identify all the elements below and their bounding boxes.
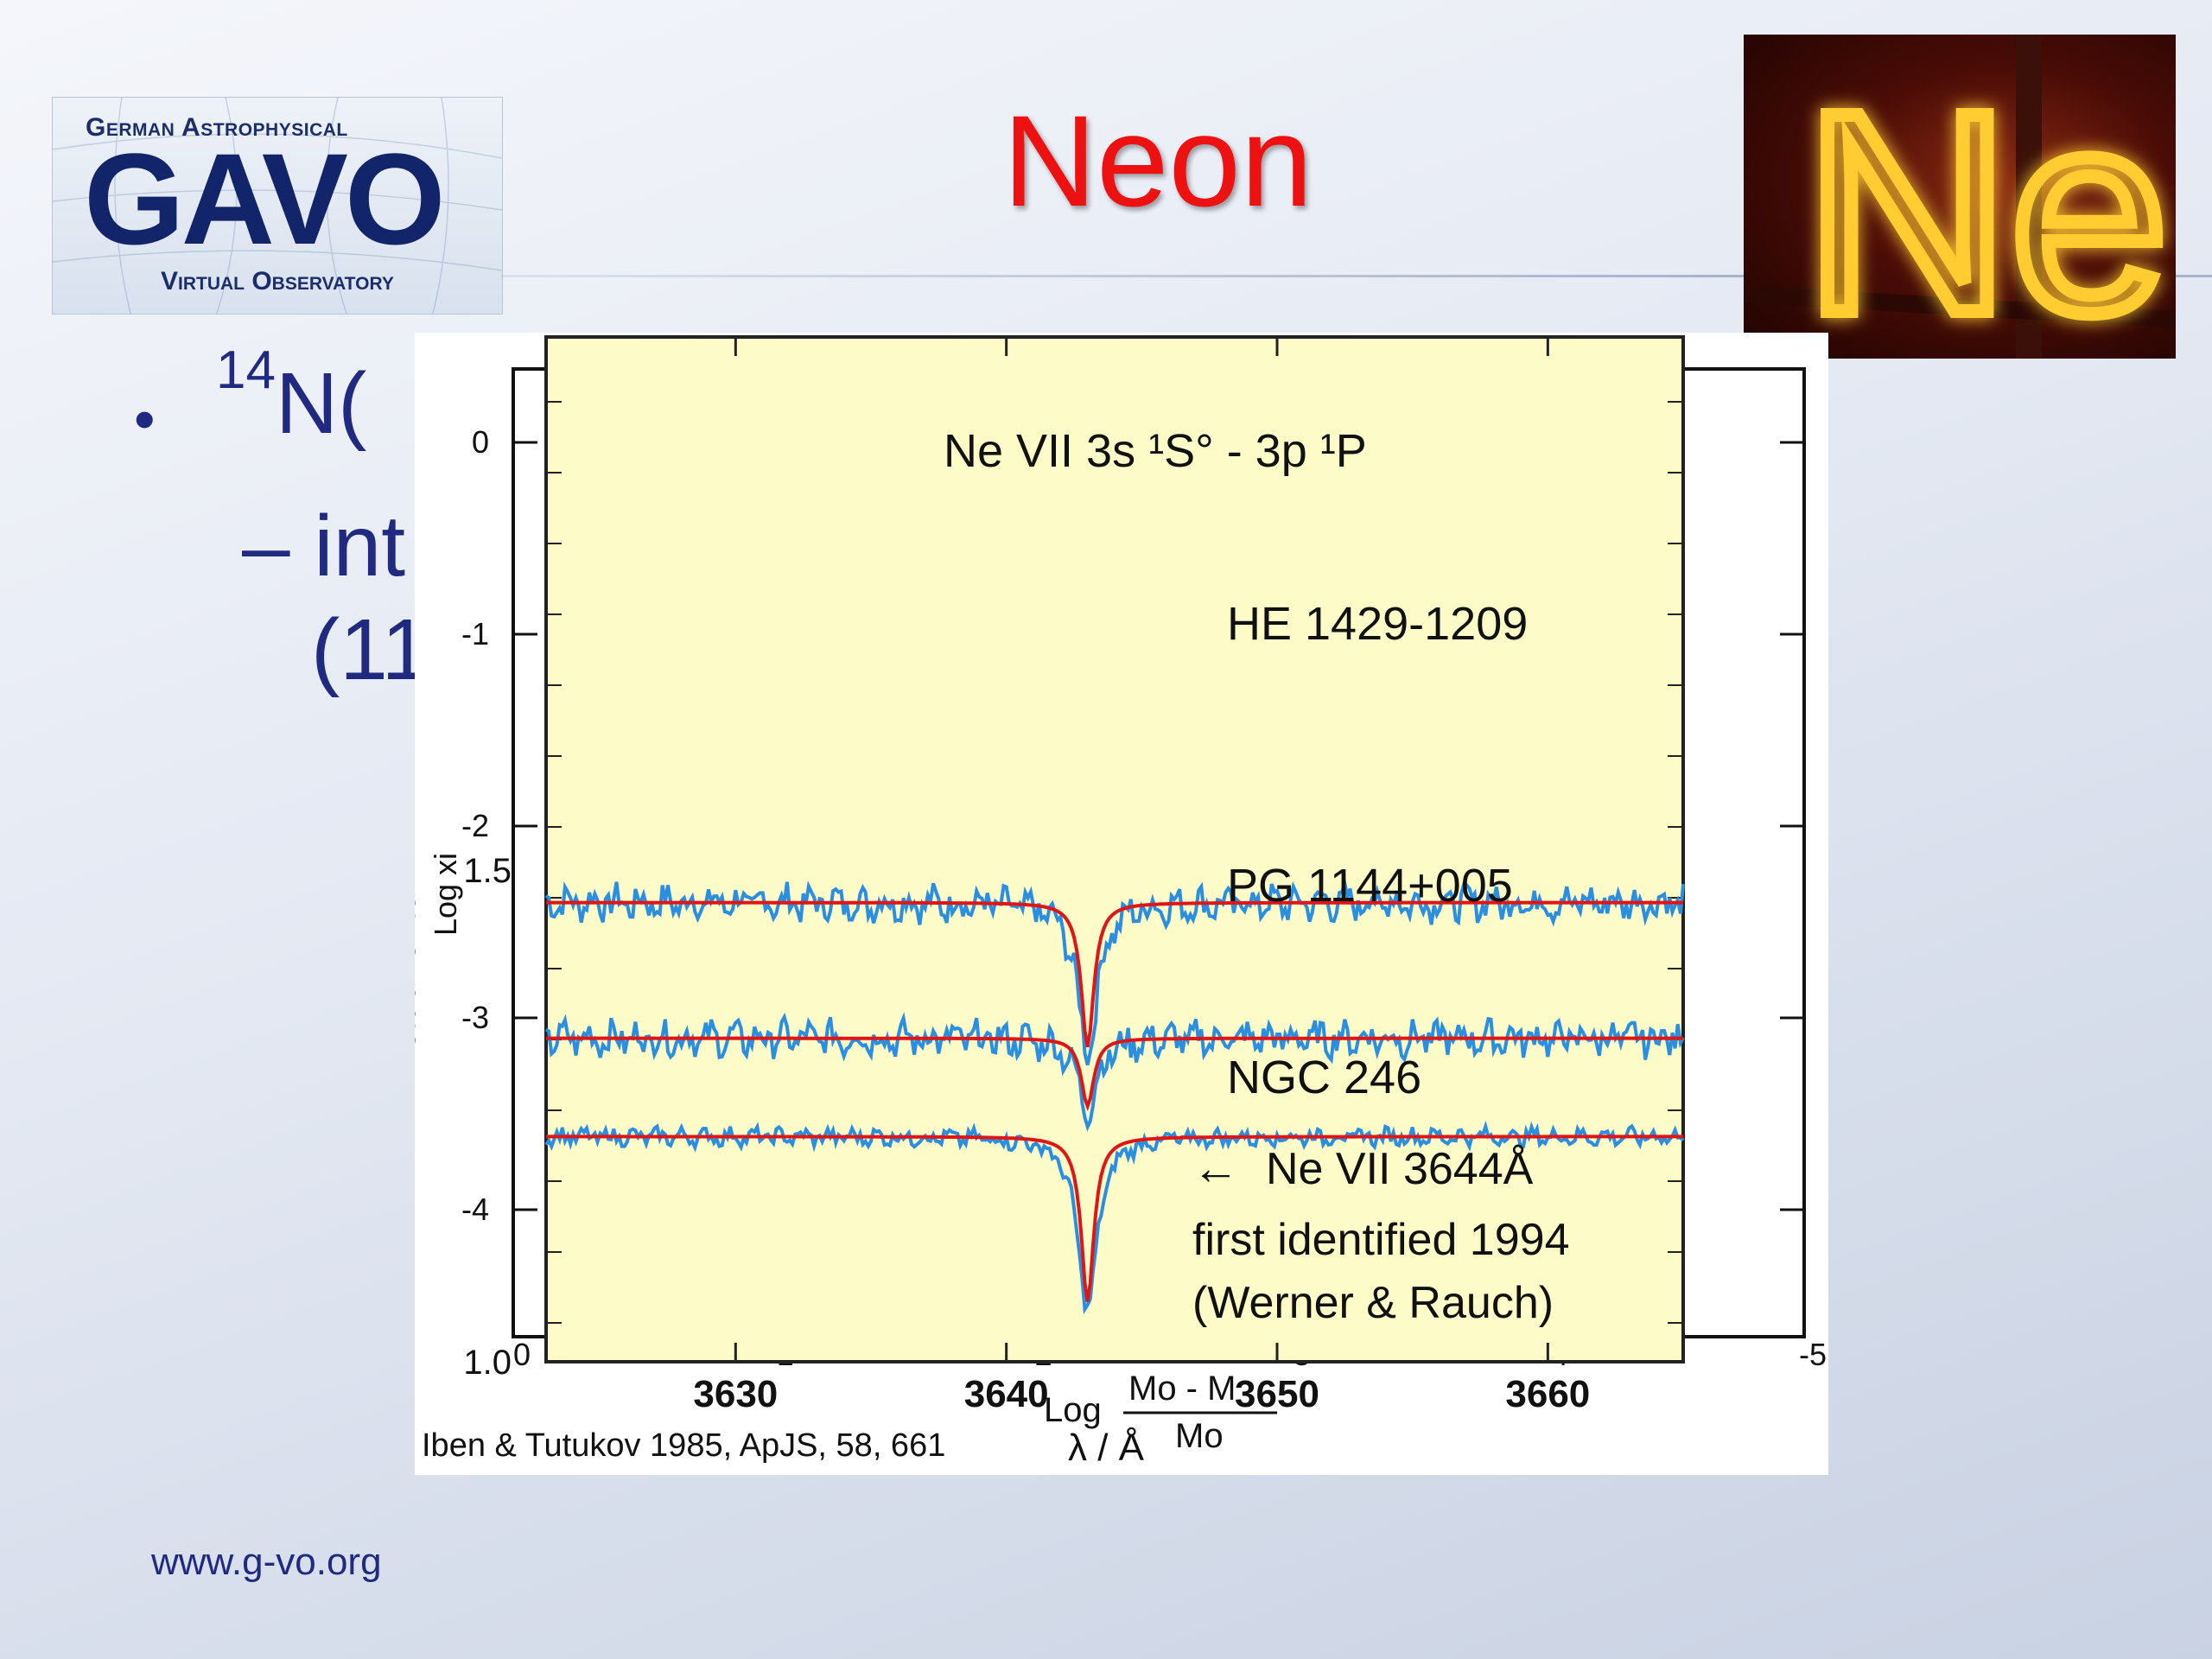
neon-sign-image: Ne xyxy=(1744,35,2176,359)
x-tick-labels: 3630 3640 3650 3660 xyxy=(693,1373,1590,1415)
bullet-1-mass: 14 xyxy=(216,340,276,400)
footer-url[interactable]: www.g-vo.org xyxy=(151,1541,382,1583)
annotation-arrow: ← xyxy=(1192,1142,1239,1194)
model-spectrum-line xyxy=(546,1036,1683,1112)
logo-line-2: GAVO xyxy=(84,126,446,271)
x-tick-label: 3650 xyxy=(1235,1373,1319,1415)
slide-title: Neon xyxy=(0,86,2212,236)
background-y-ticks: 0 -1 -2 -3 -4 xyxy=(461,424,1804,1227)
background-y-tick-label: -3 xyxy=(461,1000,489,1035)
bullet-3: (11 xyxy=(311,601,429,700)
star-label: HE 1429-1209 xyxy=(1227,598,1528,650)
header-rule xyxy=(501,275,1745,277)
spectrum-panel-bg xyxy=(544,335,1685,1363)
logo-line-3: Virtual Observatory xyxy=(161,267,394,296)
chart-annotations: ← Ne VII 3644Å first identified 1994 (Werne… xyxy=(1192,1142,1570,1328)
bullet-2: – int xyxy=(242,497,405,596)
background-xlabel-top: Mo - M xyxy=(1128,1370,1236,1408)
star-labels: HE 1429-1209 PG 1144+005 NGC 246 xyxy=(1227,598,1528,1103)
background-x-tick-label: 0 xyxy=(513,1337,531,1372)
bullet-3-text: (11 xyxy=(311,601,430,698)
y-axis-label: relative flux xyxy=(415,872,423,1065)
bullet-1: 14N( xyxy=(216,340,367,454)
background-ylabel-text: Log xi xyxy=(428,853,463,936)
neon-sign-text: Ne xyxy=(1804,53,2169,359)
background-citation: Iben & Tutukov 1985, ApJS, 58, 661 xyxy=(422,1427,945,1464)
gavo-logo[interactable]: German Astrophysical GAVO Virtual Observ… xyxy=(52,97,503,315)
background-y-tick-label: 0 xyxy=(472,424,489,460)
y-tick-label: 1.5 xyxy=(463,852,512,890)
observed-spectrum-line xyxy=(544,1012,1685,1132)
x-tick-label: 3630 xyxy=(693,1373,778,1415)
spectrum-panel-ticks xyxy=(546,337,1683,1362)
y-tick-label: 1.0 xyxy=(463,1344,512,1382)
model-spectrum-line xyxy=(546,900,1683,1048)
y-axis-label-text: relative flux xyxy=(415,872,423,1065)
model-spectrum-line xyxy=(546,1135,1683,1302)
x-axis-label: λ / Å xyxy=(1068,1427,1145,1469)
chart-title: Ne VII 3s ¹S° - 3p ¹P xyxy=(944,425,1367,477)
logo-line-1: German Astrophysical xyxy=(86,113,348,142)
annotation-line-label: Ne VII 3644Å xyxy=(1266,1144,1534,1194)
annotation-first-identified: first identified 1994 xyxy=(1192,1215,1570,1265)
observed-spectrum-line xyxy=(544,876,1685,1065)
star-label: NGC 246 xyxy=(1227,1052,1421,1103)
bullet-1-text: N( xyxy=(275,355,367,452)
spectrum-figure: 0-1-2-3-4 0-1-2-3-4-5 Log xi Log Mo - M … xyxy=(415,333,1828,1475)
spectrum-panel: Ne VII 3s ¹S° - 3p ¹P HE 1429-1209 PG 114… xyxy=(415,335,1685,1469)
header-rule-right xyxy=(2176,275,2212,277)
background-y-label: Log xi xyxy=(428,853,463,936)
logo-grid-pattern xyxy=(53,98,502,314)
background-y-tick-label: -4 xyxy=(461,1192,489,1227)
background-x-tick-label: -5 xyxy=(1799,1337,1827,1372)
slide-title-text: Neon xyxy=(1002,88,1313,233)
background-xlabel-prefix: Log xyxy=(1044,1391,1102,1429)
x-tick-label: 3640 xyxy=(964,1373,1049,1415)
x-tick-label: 3660 xyxy=(1505,1373,1590,1415)
bullet-2-text: – int xyxy=(242,498,406,594)
background-y-tick-label: -2 xyxy=(461,808,489,843)
spectra-series xyxy=(544,876,1685,1315)
star-label: PG 1144+005 xyxy=(1227,860,1513,912)
background-y-tick-label: -1 xyxy=(461,616,489,652)
annotation-authors: (Werner & Rauch) xyxy=(1192,1278,1554,1328)
bullet-dot: • xyxy=(134,385,156,453)
figure-svg: 0-1-2-3-4 0-1-2-3-4-5 Log xi Log Mo - M … xyxy=(415,335,1827,1469)
y-tick-labels: 1.0 1.5 xyxy=(463,852,512,1382)
background-xlabel-bottom: Mo xyxy=(1175,1417,1224,1455)
neon-sign-svg: Ne xyxy=(1744,35,2176,359)
